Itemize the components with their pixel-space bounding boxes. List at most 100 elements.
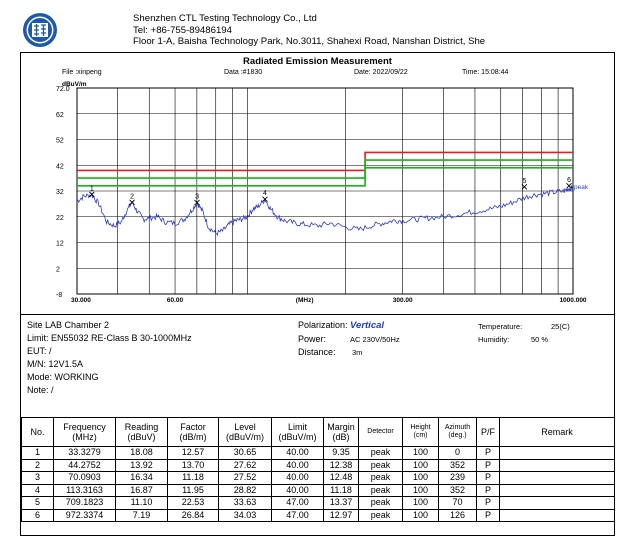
file-label: File :xinpeng [62,69,102,76]
y-unit-label: dBuV/m [62,81,87,88]
cell-margin: 9.35 [323,446,359,460]
cell-frequency: 70.0903 [53,471,116,485]
cell-height: 100 [402,471,439,485]
temperature-value: 25(C) [551,322,570,331]
cell-remark [499,508,615,522]
cell-factor: 12.57 [167,446,219,460]
power-value: AC 230V/50Hz [350,335,400,344]
date-label: Date: 2022/09/22 [354,69,408,76]
report-header: Shenzhen CTL Testing Technology Co., Ltd… [133,13,485,48]
divider [20,314,615,315]
x-tick-label: 60.00 [167,297,184,304]
marker-x [89,191,95,198]
cell-reading: 13.92 [115,458,168,472]
peak-label: peak [574,184,589,191]
col-height: Height (cm) [402,417,439,447]
polarization-row: Polarization: Vertical [298,319,384,332]
y-tick-label: 22 [56,215,64,222]
eut-line: EUT: / [27,346,52,356]
limit-line: Limit: EN55032 RE-Class B 30-1000MHz [27,333,192,343]
marker-label: 3 [195,194,199,201]
chart-title: Radiated Emission Measurement [243,56,392,67]
cell-frequency: 972.3374 [53,508,116,522]
col-azimuth: Azimuth (deg.) [438,417,477,447]
temperature-label: Temperature: [478,322,523,331]
humidity-value: 50 % [531,335,549,344]
cell-detector: peak [358,471,403,485]
cell-height: 100 [402,446,439,460]
col-detector: Detector [358,417,403,447]
table-header-row: No. Frequency (MHz) Reading (dBuV) Facto… [21,417,615,447]
col-factor: Factor (dB/m) [167,417,219,447]
cell-level: 33.63 [218,496,272,510]
cell-margin: 12.48 [323,471,359,485]
cell-level: 27.52 [218,471,272,485]
cell-margin: 12.38 [323,458,359,472]
cell-factor: 11.95 [167,483,219,497]
marker-x [262,196,268,203]
marker-x [521,183,528,190]
cell-no: 5 [21,496,54,510]
mn-line: M/N: 12V1.5A [27,359,84,369]
cell-level: 28.82 [218,483,272,497]
cell-frequency: 709.1823 [53,496,116,510]
note-line: Note: / [27,385,54,395]
cell-remark [499,458,615,472]
y-tick-label: 2 [56,266,60,273]
cell-limit: 40.00 [271,446,324,460]
cell-reading: 7.19 [115,508,168,522]
cell-reading: 18.08 [115,446,168,460]
cell-limit: 40.00 [271,458,324,472]
y-tick-label: 62 [56,112,64,119]
x-tick-label: 1000.000 [559,297,586,304]
cell-height: 100 [402,496,439,510]
cell-azimuth: 352 [438,458,477,472]
polarization-label: Polarization: [298,320,348,330]
cell-level: 27.62 [218,458,272,472]
cell-pf: P [476,496,500,510]
cell-reading: 16.87 [115,483,168,497]
results-table: No. Frequency (MHz) Reading (dBuV) Facto… [21,417,615,522]
cell-limit: 40.00 [271,471,324,485]
cell-detector: peak [358,483,403,497]
cell-factor: 26.84 [167,508,219,522]
table-row: 3 70.0903 16.34 11.18 27.52 40.00 12.48 peak 100… [21,471,615,485]
cell-detector: peak [358,496,403,510]
marker-label: 5 [522,178,526,185]
test-info: Site LAB Chamber 2 Limit: EN55032 RE-Cla… [27,319,192,397]
limit-line [77,159,573,179]
table-row: 1 33.3279 18.08 12.57 30.65 40.00 9.35 peak 100 0… [21,446,615,460]
company-address: Floor 1-A, Baisha Technology Park, No.30… [133,36,486,47]
cell-detector: peak [358,446,403,460]
y-tick-label: 42 [56,163,64,170]
table-row: 4 113.3163 16.87 11.95 28.82 40.00 11.18 peak 10… [21,483,615,497]
cell-limit: 40.00 [271,483,324,497]
cell-reading: 16.34 [115,471,168,485]
x-tick-label: 30.000 [71,297,91,304]
col-reading: Reading (dBuV) [115,417,168,447]
x-tick-label: (MHz) [296,297,314,304]
cell-detector: peak [358,508,403,522]
distance-value: 3m [352,348,363,357]
humidity-label: Humidity: [478,335,510,344]
cell-frequency: 33.3279 [53,446,116,460]
col-margin: Margin (dB) [323,417,359,447]
cell-limit: 47.00 [271,508,324,522]
cell-pf: P [476,471,500,485]
cell-remark [499,471,615,485]
cell-remark [499,496,615,510]
col-limit: Limit (dBuV/m) [271,417,324,447]
cell-no: 6 [21,508,54,522]
marker-label: 4 [263,190,267,197]
cell-frequency: 113.3163 [53,483,116,497]
ctl-logo-icon [23,13,57,47]
time-label: Time: 15:08:44 [462,69,509,76]
marker-x [129,199,135,206]
limit-line [77,167,573,187]
data-label: Data :#1830 [224,69,263,76]
cell-factor: 13.70 [167,458,219,472]
cell-frequency: 44.2752 [53,458,116,472]
cell-limit: 47.00 [271,496,324,510]
cell-azimuth: 0 [438,446,477,460]
